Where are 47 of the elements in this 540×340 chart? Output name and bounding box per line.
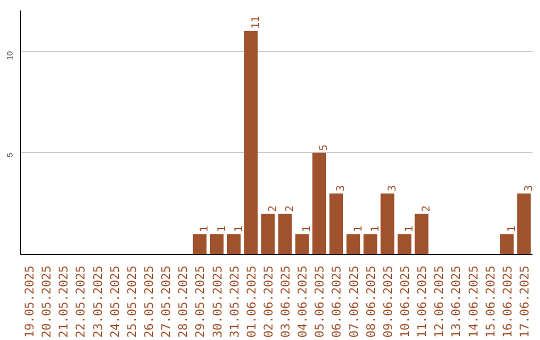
data-label: 1 xyxy=(368,226,382,232)
data-label: 1 xyxy=(232,226,245,232)
x-tick-label: 15.06.2025 xyxy=(483,265,498,338)
x-tick-label: 27.05.2025 xyxy=(159,265,174,338)
data-label: 1 xyxy=(214,226,228,232)
data-label: 2 xyxy=(420,205,433,212)
x-tick-label: 20.05.2025 xyxy=(40,265,54,338)
x-tick-label: 13.06.2025 xyxy=(449,265,464,338)
x-tick-label: 21.05.2025 xyxy=(56,265,71,338)
x-tick-label: 17.06.2025 xyxy=(517,265,532,338)
data-label: 1 xyxy=(198,226,211,232)
x-tick-label: 01.06.2025 xyxy=(244,265,258,338)
x-tick-label: 02.06.2025 xyxy=(261,265,276,338)
data-label: 1 xyxy=(402,226,416,232)
x-tick-label: 22.05.2025 xyxy=(74,265,88,338)
x-tick-label: 30.05.2025 xyxy=(210,265,224,338)
x-tick-label: 28.05.2025 xyxy=(176,265,190,338)
x-tick-label: 26.05.2025 xyxy=(142,265,156,338)
x-tick-label: 31.05.2025 xyxy=(227,265,242,338)
data-label: 2 xyxy=(266,205,279,212)
x-tick-label: 24.05.2025 xyxy=(108,265,122,338)
x-tick-label: 06.06.2025 xyxy=(330,265,344,338)
data-label: 5 xyxy=(317,144,330,151)
data-label: 1 xyxy=(300,226,314,232)
data-label: 2 xyxy=(283,205,296,212)
x-tick-label: 07.06.2025 xyxy=(346,265,361,338)
data-label: 1 xyxy=(504,226,518,232)
x-tick-label: 04.06.2025 xyxy=(296,265,310,338)
x-tick-label: 14.06.2025 xyxy=(466,265,480,338)
x-tick-label: 11.06.2025 xyxy=(415,265,430,338)
data-label: 11 xyxy=(248,16,262,29)
x-tick-label: 03.06.2025 xyxy=(278,265,293,338)
data-label: 3 xyxy=(522,185,535,192)
x-tick-label: 05.06.2025 xyxy=(312,265,327,338)
x-tick-label: 23.05.2025 xyxy=(90,265,105,338)
x-tick-label: 08.06.2025 xyxy=(364,265,378,338)
x-tick-label: 29.05.2025 xyxy=(193,265,208,338)
x-tick-label: 16.06.2025 xyxy=(500,265,514,338)
data-label: 1 xyxy=(351,226,364,232)
x-tick-label: 25.05.2025 xyxy=(124,265,139,338)
y-tick-label: 10 xyxy=(6,50,14,60)
x-tick-label: 12.06.2025 xyxy=(432,265,446,338)
x-tick-label: 10.06.2025 xyxy=(398,265,412,338)
x-tick-label: 09.06.2025 xyxy=(380,265,395,338)
data-label: 3 xyxy=(385,185,398,192)
data-label: 3 xyxy=(334,185,348,192)
x-tick-label: 19.05.2025 xyxy=(22,265,37,338)
